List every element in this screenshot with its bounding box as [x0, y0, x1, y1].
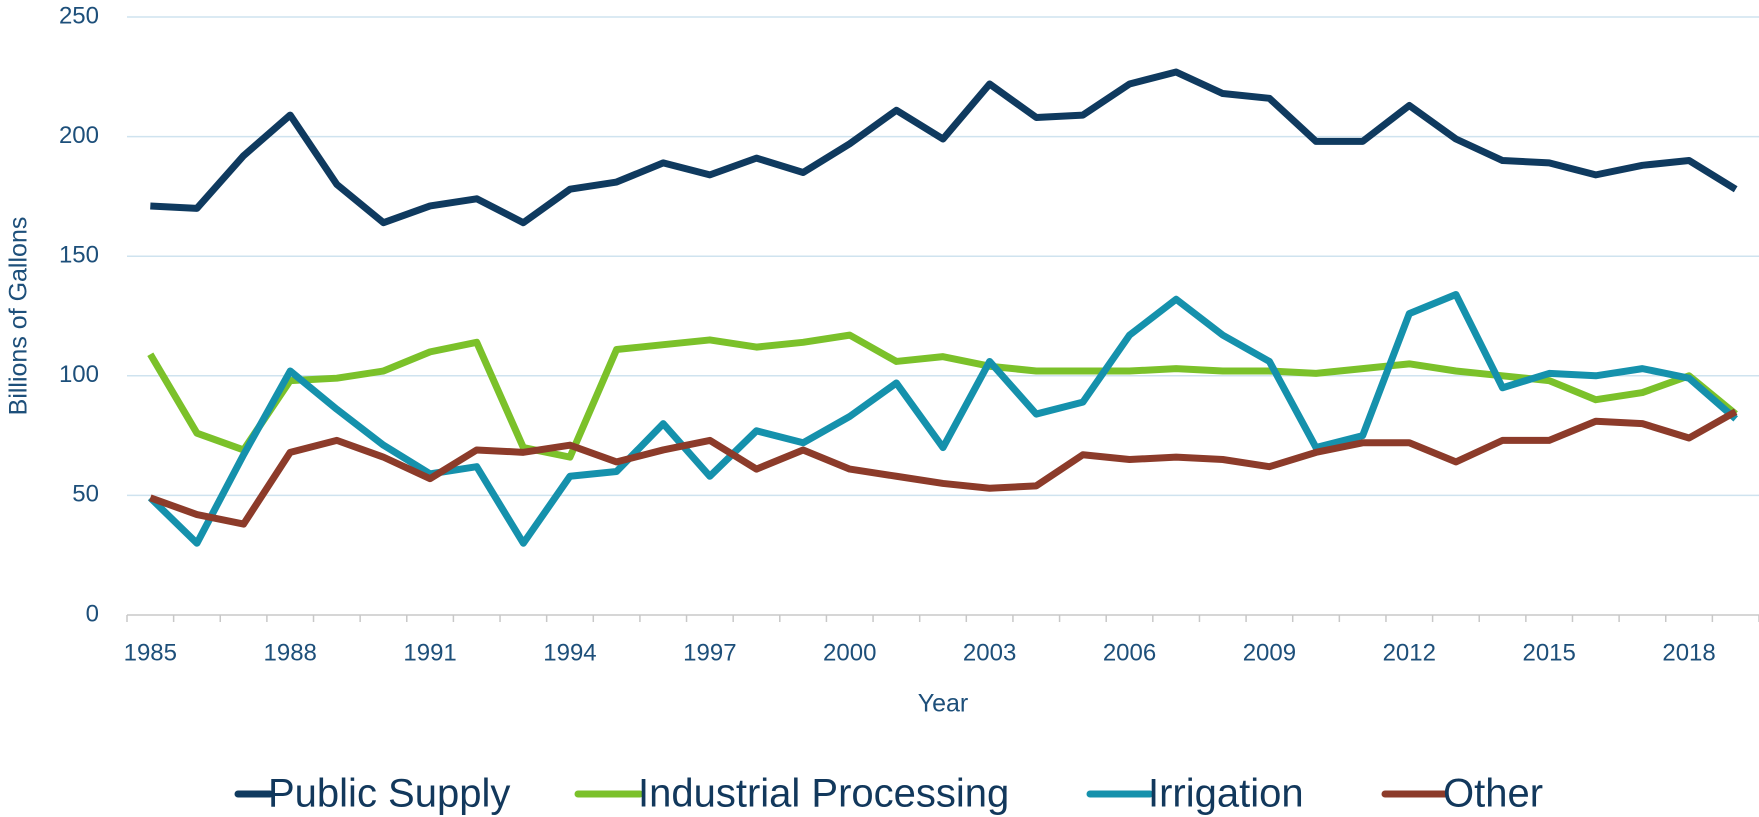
- x-tick-label: 2006: [1103, 639, 1156, 666]
- y-tick-label: 150: [59, 242, 99, 269]
- x-tick-label: 1988: [264, 639, 317, 666]
- series-line: [147, 331, 1738, 461]
- legend-label: Other: [1443, 772, 1543, 816]
- x-tick-label: 1997: [683, 639, 736, 666]
- y-tick-label: 250: [59, 2, 99, 29]
- x-tick-label: 1994: [543, 639, 596, 666]
- series-line: [149, 408, 1738, 528]
- legend-label: Public Supply: [268, 772, 510, 816]
- x-tick-label: 2012: [1383, 639, 1436, 666]
- x-tick-label: 1991: [403, 639, 456, 666]
- y-axis-title: Billions of Gallons: [5, 217, 33, 416]
- y-tick-label: 200: [59, 122, 99, 149]
- x-tick-label: 2003: [963, 639, 1016, 666]
- series-line: [150, 68, 1738, 227]
- legend-label: Irrigation: [1148, 772, 1304, 816]
- x-tick-label: 2009: [1243, 639, 1296, 666]
- x-tick-label: 2000: [823, 639, 876, 666]
- y-tick-label: 0: [86, 600, 99, 627]
- legend-label: Industrial Processing: [638, 772, 1009, 816]
- y-tick-label: 50: [72, 481, 99, 508]
- y-tick-label: 100: [59, 361, 99, 388]
- x-tick-label: 2018: [1662, 639, 1715, 666]
- x-tick-label: 1985: [124, 639, 177, 666]
- x-axis-title: Year: [918, 690, 969, 718]
- x-tick-label: 2015: [1522, 639, 1575, 666]
- series-line: [147, 290, 1738, 547]
